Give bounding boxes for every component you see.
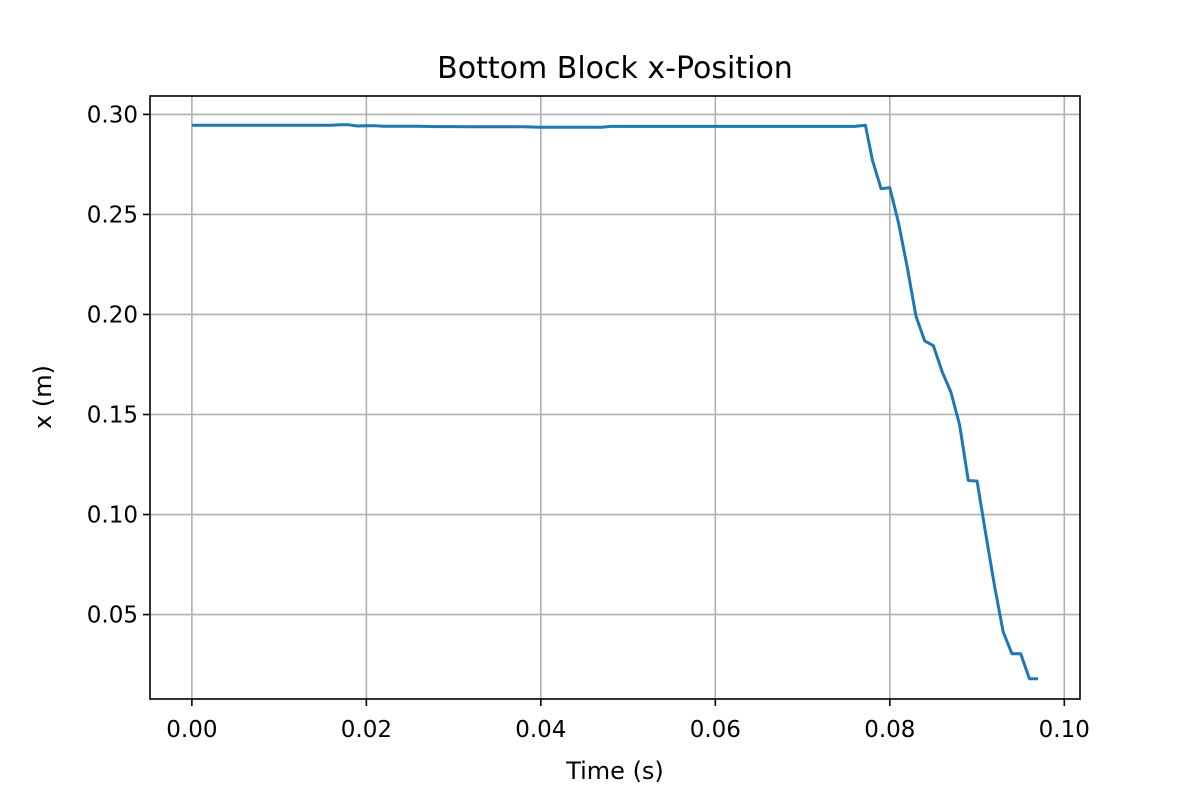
y-tick-label: 0.05 <box>87 603 138 629</box>
x-tick-label: 0.04 <box>515 717 566 743</box>
axis-ticks: 0.00 0.02 0.04 0.06 0.08 0.10 0.05 0.10 0.15 0.20… <box>87 102 1090 743</box>
y-axis-label: x (m) <box>29 365 57 429</box>
series-lines <box>191 123 1039 681</box>
x-tick-label: 0.00 <box>166 717 217 743</box>
chart-title: Bottom Block x-Position <box>437 51 793 86</box>
x-tick-label: 0.08 <box>864 717 915 743</box>
x-tick-label: 0.06 <box>690 717 741 743</box>
y-tick-label: 0.15 <box>87 403 138 429</box>
y-tick-label: 0.25 <box>87 202 138 228</box>
x-tick-label: 0.02 <box>341 717 392 743</box>
x-tick-label: 0.10 <box>1039 717 1090 743</box>
x-axis-label: Time (s) <box>565 757 664 785</box>
grid-lines <box>150 96 1080 699</box>
series-line <box>191 123 1039 681</box>
y-tick-label: 0.10 <box>87 503 138 529</box>
plot-frame <box>149 95 1081 700</box>
y-tick-label: 0.20 <box>87 302 138 328</box>
y-tick-label: 0.30 <box>87 102 138 128</box>
